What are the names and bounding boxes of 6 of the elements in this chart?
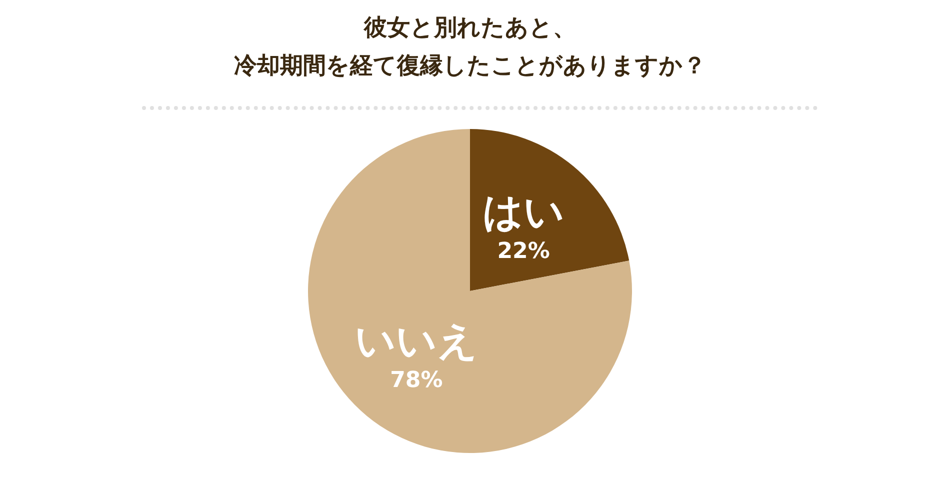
data-label: 78%: [390, 368, 443, 394]
data-label: 22%: [497, 238, 550, 264]
chart-subtitle: 冷却期間を経て復縁したことがありますか？: [234, 53, 706, 79]
slice-label: いいえ: [354, 318, 478, 365]
slice-label: はい: [482, 189, 565, 236]
chart-title: 彼女と別れたあと、: [363, 15, 576, 41]
